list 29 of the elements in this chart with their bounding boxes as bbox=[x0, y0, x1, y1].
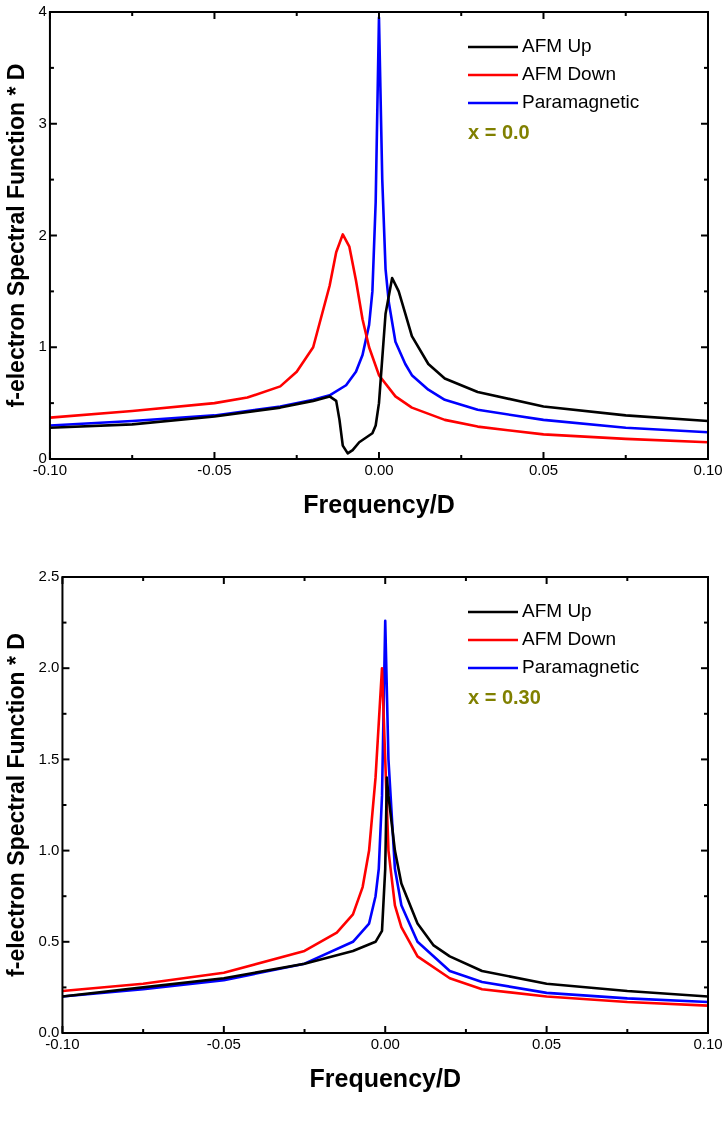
y-tick-label: 2.5 bbox=[38, 567, 60, 585]
y-tick-label: 4 bbox=[38, 2, 47, 20]
x-axis-title: Frequency/D bbox=[303, 489, 455, 518]
legend-label: AFM Down bbox=[522, 63, 616, 85]
y-tick-label: 2 bbox=[38, 225, 47, 243]
x-tick-label: 0.00 bbox=[364, 461, 394, 479]
x-tick-label: 0.10 bbox=[693, 1035, 723, 1053]
y-tick-label: 0.5 bbox=[38, 931, 60, 949]
x-tick-label: -0.05 bbox=[206, 1035, 241, 1053]
legend-label: AFM Up bbox=[522, 600, 592, 622]
y-tick-label: 2.0 bbox=[38, 658, 60, 676]
annotation: x = 0.30 bbox=[468, 685, 541, 708]
legend-label: AFM Down bbox=[522, 628, 616, 650]
y-tick-label: 1 bbox=[38, 337, 47, 355]
y-axis-title: f-electron Spectral Function * D bbox=[3, 63, 30, 408]
x-axis-title: Frequency/D bbox=[309, 1063, 461, 1092]
legend-label: Paramagnetic bbox=[522, 656, 640, 678]
legend-label: Paramagnetic bbox=[522, 91, 640, 113]
y-axis-title: f-electron Spectral Function * D bbox=[3, 633, 30, 977]
x-tick-label: 0.05 bbox=[528, 461, 559, 479]
x-tick-label: -0.05 bbox=[197, 461, 232, 479]
y-tick-label: 1.0 bbox=[38, 840, 60, 858]
x-tick-label: 0.00 bbox=[370, 1035, 400, 1053]
x-tick-label: 0.05 bbox=[532, 1035, 562, 1053]
y-tick-label: 3 bbox=[38, 113, 47, 131]
legend-label: AFM Up bbox=[522, 35, 592, 57]
y-tick-label: 1.5 bbox=[38, 749, 60, 767]
annotation: x = 0.0 bbox=[468, 120, 530, 143]
x-tick-label: 0.10 bbox=[693, 461, 723, 479]
